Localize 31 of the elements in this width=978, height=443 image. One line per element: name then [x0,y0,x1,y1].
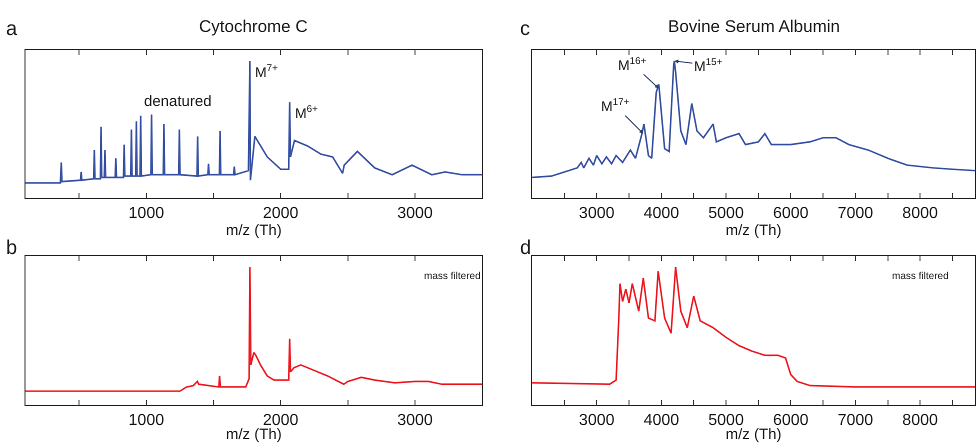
annotation: M$^{6+}$ [295,104,318,121]
annotation: M$^{7+}$ [255,63,278,80]
annotation: M$^{15+}$ [694,57,723,74]
chart-title: Bovine Serum Albumin [668,17,840,36]
x-tick-label: 1000 [128,412,164,430]
x-axis-title: m/z (Th) [726,222,782,240]
annotation: M$^{16+}$ [618,56,647,73]
annotation: denatured [144,93,212,110]
x-tick-label: 7000 [838,412,874,430]
x-tick-label: 4000 [644,412,680,430]
x-tick-label: 6000 [772,205,809,222]
annotation: M$^{17+}$ [601,97,630,114]
x-tick-label: 3000 [397,412,433,430]
x-tick-label: 3000 [578,412,615,430]
text: d [520,237,532,259]
x-tick-label: 1000 [128,205,164,222]
text: a [6,18,18,40]
text: c [520,18,530,40]
x-tick-label: 2000 [262,205,299,222]
annotation: mass filtered [424,271,481,282]
x-tick-label: 3000 [578,205,615,222]
x-tick-label: 4000 [644,205,680,222]
x-tick-label: 3000 [397,205,433,222]
x-tick-label: 8000 [902,205,938,222]
chart-title: Cytochrome C [199,17,308,36]
x-tick-label: 8000 [902,412,938,430]
x-tick-label: 7000 [838,205,874,222]
x-axis-title: m/z (Th) [226,222,282,240]
annotation: mass filtered [892,271,949,282]
text: b [6,237,18,259]
x-tick-label: 5000 [708,205,744,222]
